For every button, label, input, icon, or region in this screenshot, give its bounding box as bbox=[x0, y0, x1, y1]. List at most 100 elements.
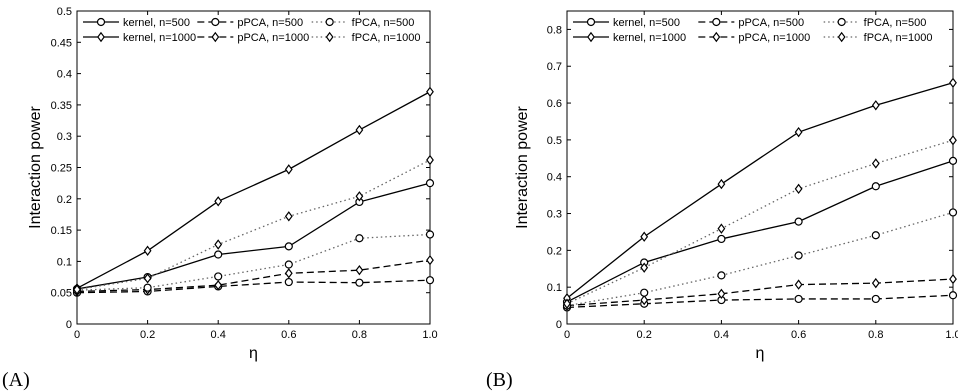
y-tick-label: 0 bbox=[556, 319, 562, 331]
data-point bbox=[794, 183, 803, 195]
y-tick-label: 0.2 bbox=[547, 245, 562, 257]
legend: kernel, n=500 kernel, n=1000 pPCA, n=500 pP… bbox=[83, 17, 420, 44]
series-path bbox=[566, 211, 954, 307]
series-path bbox=[76, 182, 431, 290]
data-point bbox=[355, 264, 364, 276]
data-point bbox=[949, 273, 957, 285]
x-axis-label: η bbox=[756, 345, 765, 362]
y-tick-label: 0.45 bbox=[51, 37, 72, 49]
legend-label: pPCA, n=500 bbox=[738, 17, 804, 29]
series-line bbox=[562, 156, 958, 307]
data-point bbox=[211, 17, 220, 27]
series-path bbox=[76, 91, 431, 289]
y-tick-label: 0.05 bbox=[51, 288, 72, 300]
data-point bbox=[325, 31, 334, 43]
y-tick-label: 0.5 bbox=[547, 135, 562, 147]
data-point bbox=[143, 245, 152, 256]
y-tick-label: 0.4 bbox=[57, 69, 72, 81]
data-point bbox=[640, 288, 649, 297]
data-point bbox=[717, 288, 726, 300]
data-point bbox=[214, 239, 223, 250]
data-point bbox=[211, 31, 220, 43]
data-point bbox=[871, 100, 880, 111]
data-point bbox=[640, 231, 649, 242]
legend-label: kernel, n=1000 bbox=[613, 32, 686, 44]
y-tick-label: 0.7 bbox=[547, 61, 562, 73]
series-line bbox=[73, 154, 434, 295]
y-tick-label: 0.3 bbox=[57, 131, 72, 143]
data-point bbox=[717, 271, 726, 280]
series-line bbox=[563, 135, 957, 309]
legend-label: pPCA, n=1000 bbox=[237, 32, 309, 44]
panel-b: 0 0.2 0.4 0.6 0.8 1.0 0 0.1 0.2 0.3 0.4 0.5 0.6 0.7 0.… bbox=[486, 10, 958, 391]
data-point bbox=[426, 254, 434, 266]
data-point bbox=[794, 251, 803, 260]
legend-label: fPCA, n=1000 bbox=[864, 32, 933, 44]
data-point bbox=[794, 217, 803, 226]
data-point bbox=[712, 31, 721, 43]
data-point bbox=[355, 191, 364, 202]
series-path bbox=[566, 278, 954, 307]
data-point bbox=[425, 179, 435, 188]
data-point bbox=[871, 294, 880, 304]
data-point bbox=[214, 196, 223, 207]
data-point bbox=[794, 294, 803, 304]
series-path bbox=[76, 259, 431, 293]
data-point bbox=[717, 234, 726, 244]
x-tick-label: 0 bbox=[74, 329, 80, 341]
data-point bbox=[871, 277, 880, 289]
data-point bbox=[73, 284, 81, 295]
x-tick-label: 0.2 bbox=[637, 329, 652, 341]
series-path bbox=[566, 139, 954, 305]
x-tick-label: 0 bbox=[564, 329, 570, 341]
legend-label: kernel, n=500 bbox=[123, 17, 190, 29]
data-point bbox=[97, 31, 105, 43]
y-tick-label: 0.25 bbox=[51, 163, 72, 175]
data-point bbox=[143, 273, 152, 284]
data-point bbox=[587, 31, 595, 43]
data-point bbox=[355, 278, 364, 287]
y-tick-label: 0.2 bbox=[57, 194, 72, 206]
y-tick-label: 0.4 bbox=[547, 172, 562, 184]
data-point bbox=[717, 223, 726, 234]
series-path bbox=[76, 159, 431, 291]
data-point bbox=[871, 182, 880, 191]
legend-label: kernel, n=500 bbox=[613, 17, 680, 29]
series-path bbox=[76, 233, 431, 291]
data-point bbox=[214, 279, 223, 291]
legend-label: fPCA, n=1000 bbox=[352, 32, 421, 44]
series-line bbox=[72, 179, 435, 294]
y-tick-label: 0.8 bbox=[547, 24, 562, 36]
data-point bbox=[712, 17, 721, 27]
x-tick-label: 0.8 bbox=[868, 329, 883, 341]
series-path bbox=[566, 160, 954, 303]
data-point bbox=[284, 164, 293, 175]
data-point bbox=[325, 17, 334, 27]
series-line bbox=[563, 77, 957, 304]
x-axis-label: η bbox=[249, 345, 258, 362]
data-point bbox=[948, 291, 958, 300]
y-tick-label: 0.3 bbox=[547, 209, 562, 221]
data-point bbox=[214, 250, 223, 259]
series-line bbox=[562, 208, 958, 310]
data-point bbox=[794, 279, 803, 290]
series-path bbox=[76, 279, 431, 294]
data-point bbox=[96, 17, 106, 27]
legend: kernel, n=500 kernel, n=1000 pPCA, n=500 pP… bbox=[573, 17, 932, 44]
data-point bbox=[425, 276, 435, 285]
y-tick-label: 0.5 bbox=[57, 6, 72, 18]
data-point bbox=[717, 178, 726, 190]
data-point bbox=[640, 262, 649, 273]
legend-label: fPCA, n=500 bbox=[864, 17, 927, 29]
data-point bbox=[143, 283, 152, 292]
axes-frame bbox=[566, 10, 954, 325]
y-tick-label: 0.15 bbox=[51, 225, 72, 237]
panel-a: 0 0.2 0.4 0.6 0.8 1.0 0 0.05 0.1 0.15 0.2 0.25 0.3 0.… bbox=[2, 6, 438, 391]
data-point bbox=[426, 154, 434, 166]
legend-label: kernel, n=1000 bbox=[123, 32, 196, 44]
data-point bbox=[794, 126, 803, 138]
y-tick-label: 0.6 bbox=[547, 98, 562, 110]
data-point bbox=[355, 234, 364, 243]
data-point bbox=[948, 208, 958, 217]
y-tick-label: 0.1 bbox=[547, 282, 562, 294]
